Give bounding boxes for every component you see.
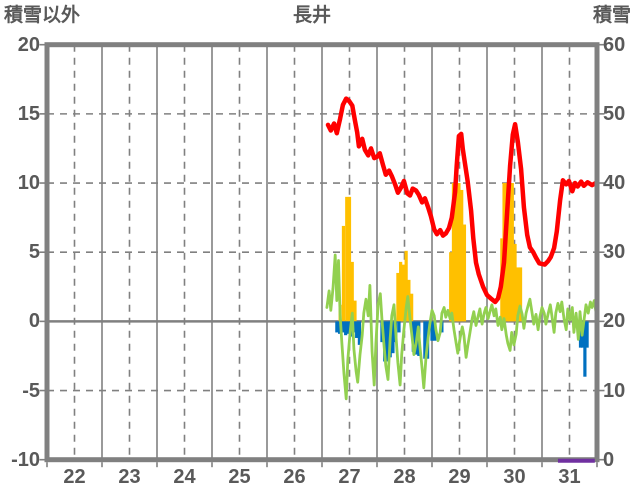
left-axis-tick-label: 15 <box>17 102 40 125</box>
snow-depth-line <box>325 96 599 305</box>
precip-orange-bar <box>347 196 352 322</box>
left-axis-tick-label: -5 <box>22 379 40 402</box>
precip-orange-bar <box>454 183 458 322</box>
precip-orange-bar <box>449 252 453 322</box>
precip-orange-bar <box>341 225 346 322</box>
left-axis-tick-label: 10 <box>17 172 40 195</box>
precip-orange-bar <box>399 261 403 322</box>
x-axis-tick-label: 28 <box>393 466 416 488</box>
x-axis-tick-label: 29 <box>448 466 471 488</box>
precip-orange-bar <box>396 272 400 322</box>
precip-orange-bar <box>510 183 514 322</box>
plot-border <box>44 42 600 463</box>
precip-orange-bar <box>350 261 354 322</box>
precip-blue-bar <box>423 321 427 359</box>
precip-orange-bar <box>410 293 414 322</box>
axis-ticks <box>39 43 605 468</box>
right-axis-tick-label: 40 <box>603 172 626 195</box>
chart-title: 長井 <box>292 5 331 26</box>
x-axis-tick-label: 24 <box>173 466 196 488</box>
precip-blue-bar <box>344 321 348 336</box>
precip-blue-bar <box>341 321 345 333</box>
precip-blue-bar <box>357 321 361 345</box>
left-axis-tick-label: 0 <box>28 310 40 333</box>
precip-orange-bar <box>462 224 467 322</box>
left-axis-tick-label: 5 <box>28 241 40 264</box>
gridlines <box>47 44 597 460</box>
precip-orange-bar <box>460 189 464 322</box>
precip-blue-bar <box>430 321 434 341</box>
precip-blue-bar <box>335 321 339 333</box>
precip-blue-bar <box>346 321 350 334</box>
x-axis-tick-label: 31 <box>558 466 581 488</box>
precip-blue-bar <box>355 321 359 338</box>
precip-orange-bar <box>451 183 456 322</box>
precip-blue-bar <box>391 321 395 354</box>
precip-orange-bar <box>401 264 405 322</box>
precip-orange-bar <box>404 250 408 322</box>
x-axis-tick-label: 30 <box>503 466 526 488</box>
right-axis-tick-label: 0 <box>603 448 615 471</box>
right-axis-tick-label: 50 <box>603 102 626 125</box>
temperature-line <box>325 253 598 401</box>
precip-orange-bar <box>457 183 461 322</box>
precip-blue-bar <box>397 321 401 333</box>
precip-orange-bar <box>353 300 357 322</box>
x-axis-tick-label: 27 <box>338 466 361 488</box>
left-axis-title: 積雪以外 <box>4 5 81 26</box>
x-axis-tick-label: 25 <box>228 466 251 488</box>
precip-blue-bar <box>583 321 587 377</box>
x-axis-tick-label: 22 <box>63 466 86 488</box>
precip-orange-bar <box>516 267 520 322</box>
right-axis-tick-label: 20 <box>603 310 626 333</box>
precip-blue-bar <box>578 321 583 348</box>
x-axis-tick-label: 26 <box>283 466 306 488</box>
precip-orange-bar <box>513 243 517 322</box>
precip-orange-bar <box>345 196 349 322</box>
precip-blue-bar <box>585 321 589 348</box>
right-axis-tick-label: 10 <box>603 379 626 402</box>
x-axis-tick-label: 23 <box>118 466 141 488</box>
right-axis-title: 積雪 <box>592 5 631 26</box>
precip-orange-bar <box>518 267 523 322</box>
right-axis-tick-label: 60 <box>603 33 626 56</box>
left-axis-tick-label: -10 <box>11 448 40 471</box>
precip-blue-bar <box>385 321 390 362</box>
precip-orange-bar <box>507 183 512 322</box>
left-axis-tick-label: 20 <box>17 33 40 56</box>
right-axis-tick-label: 30 <box>603 241 626 264</box>
